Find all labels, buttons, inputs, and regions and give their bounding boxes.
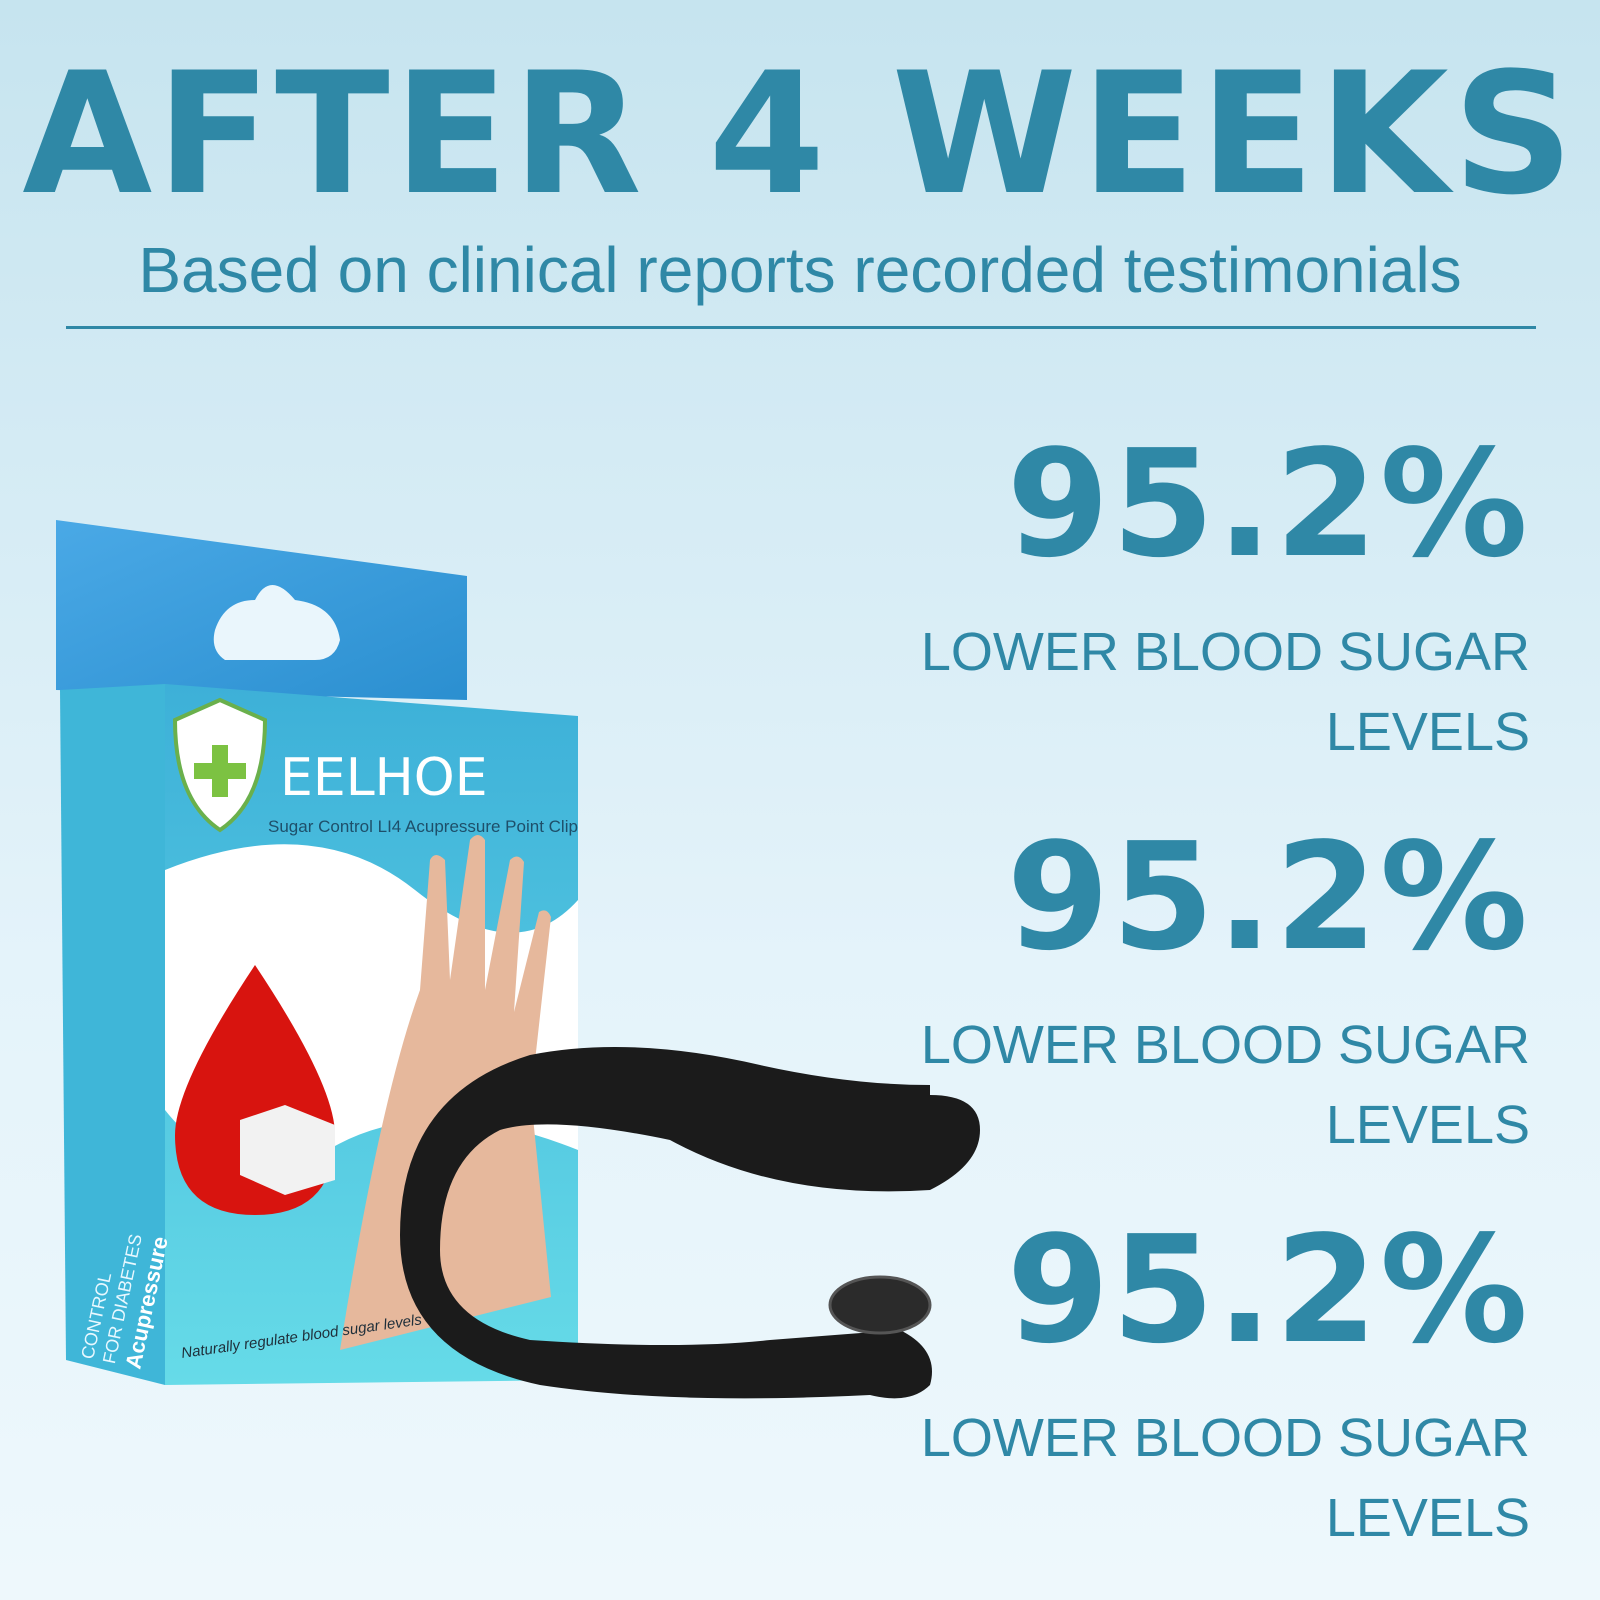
stat-label: LOWER BLOOD SUGAR LEVELS bbox=[920, 1408, 1530, 1548]
box-side bbox=[60, 684, 165, 1385]
stat-value: 95.2% bbox=[1006, 811, 1530, 983]
subtitle: Based on clinical reports recorded testi… bbox=[138, 234, 1462, 306]
stat-value: 95.2% bbox=[1006, 1204, 1530, 1376]
clip-bead bbox=[828, 1275, 932, 1335]
hand bbox=[340, 835, 551, 1350]
stat-value: 95.2% bbox=[1006, 418, 1530, 590]
brand: EELHOE bbox=[280, 748, 488, 808]
divider bbox=[66, 326, 1536, 329]
stat: 95.2% LOWER BLOOD SUGAR LEVELS bbox=[830, 430, 1530, 772]
stat: 95.2% LOWER BLOOD SUGAR LEVELS bbox=[830, 1216, 1530, 1558]
hang-hole bbox=[213, 585, 340, 660]
cross bbox=[194, 745, 246, 797]
stat: 95.2% LOWER BLOOD SUGAR LEVELS bbox=[830, 823, 1530, 1165]
title: AFTER 4 WEEKS bbox=[22, 36, 1578, 232]
stat-label: LOWER BLOOD SUGAR LEVELS bbox=[920, 1015, 1530, 1155]
product-name: Sugar Control LI4 Acupressure Point Clip bbox=[268, 817, 578, 836]
stat-label: LOWER BLOOD SUGAR LEVELS bbox=[920, 622, 1530, 762]
clip bbox=[400, 1047, 980, 1399]
sugar-cube bbox=[240, 1105, 335, 1195]
